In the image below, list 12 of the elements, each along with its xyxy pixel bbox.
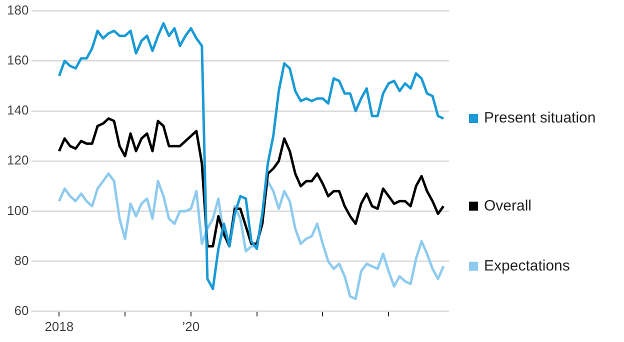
y-tick-label: 60 <box>14 302 29 318</box>
legend-label: Present situation <box>484 110 596 127</box>
y-tick-label: 100 <box>6 202 29 218</box>
y-tick-label: 120 <box>6 152 29 168</box>
legend-label: Overall <box>484 197 532 214</box>
x-tick-label: ’20 <box>182 318 200 334</box>
y-tick-label: 140 <box>6 102 29 118</box>
x-tick-label: 2018 <box>44 318 74 334</box>
y-tick-label: 160 <box>6 52 29 68</box>
legend-label: Expectations <box>484 257 570 274</box>
y-tick-label: 180 <box>6 2 29 18</box>
y-tick-label: 80 <box>14 252 29 268</box>
